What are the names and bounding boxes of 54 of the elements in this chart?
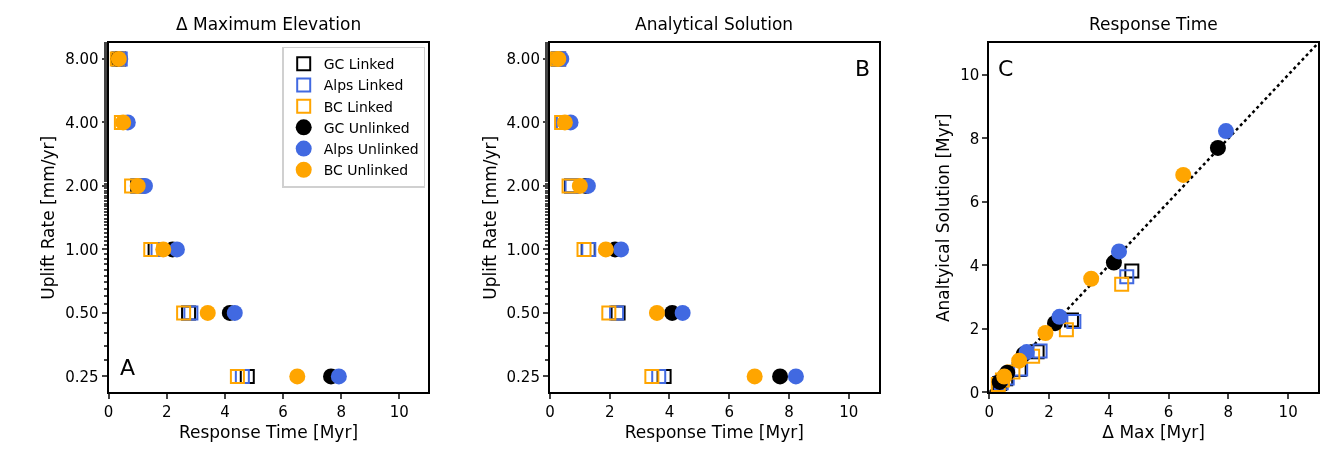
y-tick-label: 2.00 — [65, 177, 99, 196]
x-tick-label: 6 — [724, 403, 735, 422]
x-tick-label: 10 — [389, 403, 409, 422]
y-axis-title: Uplift Rate [mm/yr] — [38, 135, 59, 300]
x-tick-label: 0 — [545, 403, 555, 422]
y-tick-label: 0.25 — [506, 367, 540, 386]
y-tick-label: 2 — [969, 320, 980, 339]
annotation: B — [855, 56, 871, 81]
x-tick-label: 10 — [839, 403, 859, 422]
legend-label: Alps Unlinked — [323, 141, 419, 158]
x-tick-label: 2 — [1044, 403, 1054, 422]
x-tick-label: 4 — [1104, 403, 1114, 422]
chart-title: Response Time — [1089, 14, 1218, 34]
y-tick-label: 6 — [969, 193, 980, 212]
x-tick-label: 4 — [664, 403, 675, 422]
annotation: A — [120, 355, 136, 380]
annotation: C — [998, 56, 1014, 81]
x-axis-title: Response Time [Myr] — [178, 422, 359, 443]
y-tick-label: 4.00 — [506, 113, 540, 132]
chart-title: Analytical Solution — [635, 14, 794, 34]
x-axis-title: Response Time [Myr] — [624, 422, 804, 443]
chart-title: Δ Maximum Elevation — [176, 14, 362, 34]
x-axis-title: Δ Max [Myr] — [1102, 422, 1205, 443]
y-tick-label: 1.00 — [65, 240, 99, 259]
x-tick-label: 2 — [161, 403, 172, 422]
x-tick-label: 6 — [278, 403, 288, 422]
y-tick-label: 1.00 — [506, 240, 540, 259]
x-tick-label: 6 — [1163, 403, 1174, 422]
x-tick-label: 8 — [784, 403, 794, 422]
legend-label: GC Linked — [323, 56, 395, 73]
y-tick-label: 8 — [969, 129, 980, 148]
legend-label: BC Linked — [323, 98, 393, 115]
y-tick-label: 0.50 — [65, 304, 99, 323]
x-tick-label: 4 — [220, 403, 230, 422]
y-axis-title: Uplift Rate [mm/yr] — [479, 135, 500, 300]
legend-label: Alps Linked — [323, 77, 404, 94]
y-tick-label: 0.50 — [506, 304, 540, 323]
y-tick-label: 2.00 — [506, 177, 540, 196]
x-tick-label: 0 — [103, 403, 114, 422]
y-axis-title: Analtyical Solution [Myr] — [933, 113, 954, 323]
x-tick-label: 8 — [336, 403, 346, 422]
x-tick-label: 10 — [1278, 403, 1298, 422]
y-tick-label: 4 — [969, 256, 980, 275]
y-tick-label: 0 — [969, 383, 980, 402]
legend-label: BC Unlinked — [323, 162, 409, 179]
x-tick-label: 0 — [984, 403, 995, 422]
y-tick-label: 10 — [960, 66, 980, 85]
legend-label: GC Unlinked — [323, 119, 410, 136]
y-tick-label: 4.00 — [65, 113, 99, 132]
x-tick-label: 2 — [604, 403, 615, 422]
y-tick-label: 8.00 — [506, 50, 540, 69]
x-tick-label: 8 — [1223, 403, 1234, 422]
y-tick-label: 0.25 — [65, 367, 99, 386]
y-tick-label: 8.00 — [65, 50, 99, 69]
